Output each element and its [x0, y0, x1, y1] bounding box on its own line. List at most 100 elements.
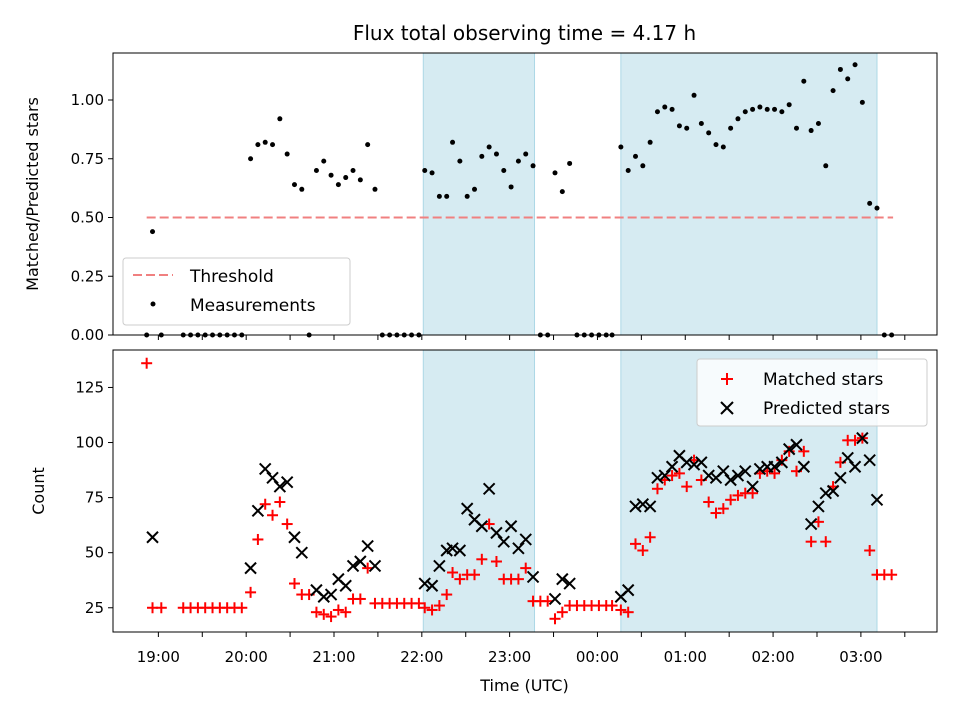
measurement-point — [567, 160, 573, 166]
matched-star-marker — [512, 573, 524, 585]
matched-star-marker — [849, 434, 861, 446]
predicted-star-marker — [680, 456, 693, 469]
measurement-point — [335, 182, 341, 188]
matched-star-marker — [267, 509, 279, 521]
predicted-star-marker — [739, 464, 752, 478]
bottom-legend-box — [696, 358, 928, 427]
x-tick-label: 03:00 — [839, 648, 882, 666]
measurement-point — [691, 92, 697, 98]
measurement-point — [852, 62, 858, 68]
matched-star-marker — [637, 544, 649, 556]
measurement-point — [669, 106, 675, 112]
shaded-region — [422, 349, 536, 633]
matched-star-marker — [644, 531, 656, 543]
measurement-point — [625, 168, 631, 173]
top-panel: 0.00 0.25 0.50 0.75 1.00 Matched/Predicted s… — [23, 52, 938, 344]
matched-star-marker — [155, 602, 167, 614]
x-tick-label: 01:00 — [664, 648, 707, 666]
measurement-point — [472, 186, 478, 192]
matched-star-marker — [717, 503, 729, 515]
matched-star-marker — [419, 602, 431, 614]
matched-star-marker — [886, 569, 898, 581]
matched-star-marker — [362, 562, 374, 574]
predicted-star-marker — [636, 498, 650, 511]
measurement-point — [633, 153, 639, 159]
matched-star-marker — [483, 518, 495, 530]
predicted-star-marker — [512, 542, 525, 555]
predicted-star-marker — [266, 471, 279, 484]
matched-star-marker — [318, 608, 330, 620]
predicted-star-marker — [368, 559, 382, 573]
measurement-point — [530, 163, 536, 169]
matched-star-marker — [725, 494, 737, 506]
matched-star-marker — [447, 567, 459, 579]
matched-star-marker — [710, 507, 722, 519]
x-tick-label: 19:00 — [137, 648, 180, 666]
x-tick-label: 20:00 — [225, 648, 268, 666]
predicted-star-marker — [519, 533, 532, 546]
matched-star-marker — [340, 606, 352, 618]
matched-star-marker — [281, 518, 293, 530]
measurement-point — [735, 116, 741, 122]
measurement-point — [845, 76, 851, 82]
measurement-point — [764, 106, 770, 112]
measurement-point — [801, 78, 807, 84]
matched-star-marker — [615, 604, 627, 616]
matched-star-marker — [798, 445, 810, 457]
predicted-star-marker — [446, 542, 459, 555]
predicted-star-marker — [259, 462, 272, 476]
matched-star-marker — [354, 593, 366, 605]
predicted-star-marker — [433, 559, 446, 573]
measurement-point — [552, 170, 558, 176]
predicted-star-marker — [746, 480, 759, 493]
predicted-star-marker — [629, 500, 642, 513]
predicted-star-marker — [482, 482, 496, 496]
measurement-point — [444, 193, 450, 199]
measurement-point — [859, 99, 865, 105]
measurement-point — [830, 88, 836, 94]
top-panel-frame — [112, 52, 938, 336]
measurement-point — [786, 102, 792, 108]
predicted-star-marker — [317, 590, 330, 603]
measurement-point — [837, 66, 843, 72]
predicted-star-marker — [475, 520, 489, 533]
predicted-star-marker — [346, 559, 360, 573]
measurement-point — [654, 109, 660, 115]
matched-star-marker — [776, 454, 788, 466]
predicted-star-marker — [361, 539, 374, 553]
measurement-point — [150, 229, 156, 235]
matched-star-marker — [469, 569, 481, 581]
measurement-point — [618, 144, 624, 150]
measurement-point — [486, 144, 492, 150]
predicted-star-marker — [490, 526, 503, 540]
predicted-star-marker — [273, 480, 287, 493]
predicted-star-marker — [753, 462, 767, 476]
y-tick-label: 75 — [85, 489, 104, 507]
measurement-point — [647, 139, 653, 145]
x-tick-label: 00:00 — [576, 648, 619, 666]
measurement-point — [662, 104, 668, 110]
predicted-star-marker — [324, 588, 338, 601]
matched-star-marker — [805, 536, 817, 548]
matched-star-marker — [236, 602, 248, 614]
legend-threshold-label: Threshold — [189, 267, 274, 287]
predicted-star-marker — [863, 453, 876, 467]
measurement-point — [874, 205, 880, 211]
shaded-region — [620, 52, 878, 336]
matched-star-marker — [441, 589, 453, 601]
measurement-point — [640, 163, 646, 169]
shaded-region — [422, 52, 536, 336]
predicted-star-marker — [870, 493, 884, 507]
x-tick-label: 22:00 — [400, 648, 443, 666]
measurement-point — [742, 109, 748, 115]
predicted-star-marker — [775, 456, 789, 469]
matched-star-marker — [783, 445, 795, 457]
y-tick-label: 125 — [75, 378, 104, 396]
x-axis-label: Time (UTC) — [479, 676, 568, 695]
predicted-star-marker — [556, 572, 569, 586]
predicted-star-marker — [651, 471, 664, 484]
x-tick-label: 23:00 — [488, 648, 531, 666]
measurement-point — [255, 142, 261, 148]
predicted-star-marker — [790, 438, 803, 451]
measurement-point — [436, 193, 442, 199]
